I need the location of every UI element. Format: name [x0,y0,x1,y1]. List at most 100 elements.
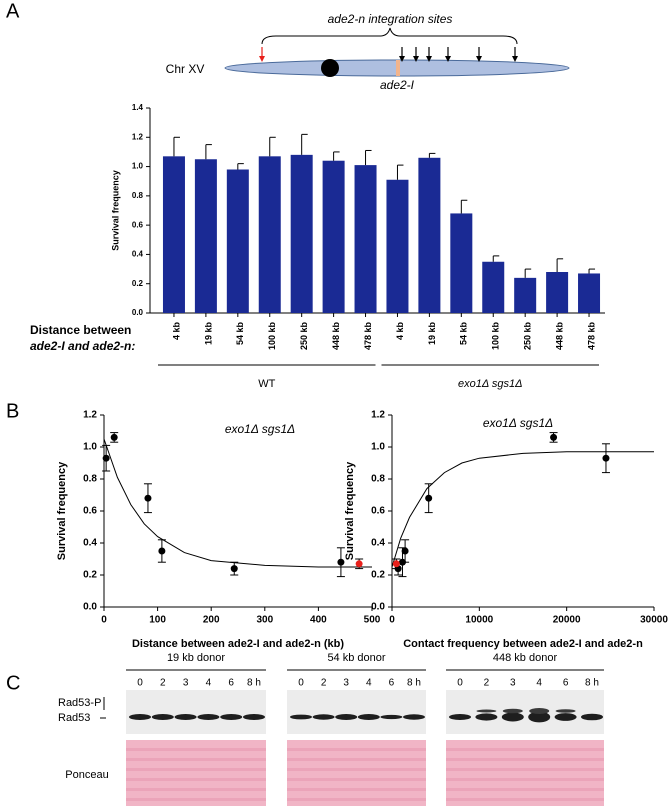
band [312,714,335,720]
point [230,565,238,573]
time-label: 2 [484,678,490,689]
band [357,714,380,720]
bar [386,179,409,313]
point [158,547,166,555]
time-label: 8 h [585,678,599,689]
diagram-title: ade2-n integration sites [328,12,453,26]
y-tick-label: 0.6 [132,220,144,229]
bar [482,261,505,313]
y-tick-label: 0.4 [83,538,97,549]
band [403,714,425,720]
x-tick-label: 100 [149,615,166,626]
x-tick-label: 250 kb [523,322,533,351]
arrow-head [259,56,265,62]
point [144,494,152,502]
blot-label: 54 kb donor [327,652,385,664]
band [528,711,551,723]
y-tick-label: 0.4 [371,538,385,549]
y-tick-label: 0.8 [371,474,385,485]
band-label: Rad53-P [58,697,101,709]
x-tick-label: 100 kb [267,322,277,351]
ponceau-stripe [287,758,426,761]
band [475,713,498,721]
x-tick-label: 478 kb [363,322,373,351]
y-tick-label: 0.0 [83,602,97,613]
y-tick-label: 1.2 [132,132,144,141]
x-tick-label: 30000 [640,615,668,626]
chromosome-label: Chr XV [166,62,205,76]
ponceau-stripe [446,748,604,751]
y-tick-label: 0.2 [371,570,385,581]
fit-line [391,451,654,568]
band [129,714,151,720]
locus-label: ade2-I [380,78,415,92]
blot [446,690,604,734]
point [602,454,610,462]
arrow-head [413,56,419,62]
y-tick-label: 1.0 [132,162,144,171]
time-label: 4 [366,678,372,689]
ponceau-stripe [287,798,426,801]
bar [322,160,345,313]
x-tick-label: 19 kb [427,321,437,345]
band-shift [529,708,550,714]
ponceau-stripe [446,758,604,761]
time-label: 2 [160,678,166,689]
ponceau-stripe [126,778,266,781]
y-tick-label: 0.8 [132,191,144,200]
ponceau-stripe [126,748,266,751]
y-tick-label: 0.4 [132,250,144,259]
band [554,713,577,721]
band [335,714,358,720]
row-label: ade2-I and ade2-n: [30,339,135,353]
x-tick-label: 20000 [553,615,581,626]
y-tick-label: 0.2 [132,279,144,288]
time-label: 8 h [407,678,421,689]
arrow-head [476,56,482,62]
band-shift [502,708,523,714]
time-label: 4 [206,678,212,689]
time-label: 6 [228,678,234,689]
ponceau-stripe [446,798,604,801]
y-tick-label: 1.0 [371,442,385,453]
x-tick-label: 0 [101,615,107,626]
arrow-head [512,56,518,62]
point [337,558,345,566]
ponceau-stripe [287,778,426,781]
band [449,714,471,720]
band [151,714,174,720]
x-tick-label: 448 kb [331,322,341,351]
locus-mark [396,60,400,76]
y-tick-label: 0.0 [371,602,385,613]
bar [258,156,281,313]
band [197,714,220,720]
band [380,714,403,720]
x-tick-label: 10000 [465,615,493,626]
y-tick-label: 1.4 [132,103,144,112]
point [425,494,433,502]
stain-label: Ponceau [65,769,108,781]
bar [546,272,569,313]
x-tick-label: 448 kb [554,322,564,351]
x-tick-label: 478 kb [586,322,596,351]
panel-letter: A [6,0,20,22]
x-tick-label: 54 kb [235,321,245,345]
time-label: 3 [183,678,189,689]
time-label: 3 [343,678,349,689]
y-tick-label: 1.0 [83,442,97,453]
chart-title: exo1Δ sgs1Δ [483,416,553,430]
point [110,433,118,441]
ponceau-stripe [126,768,266,771]
row-label: Distance between [30,323,131,337]
point [102,454,110,462]
band [290,714,312,720]
bar [226,169,249,313]
time-label: 2 [321,678,327,689]
ponceau-stripe [287,748,426,751]
ponceau-stripe [287,788,426,791]
x-tick-label: 200 [203,615,220,626]
x-tick-label: 4 kb [171,322,181,341]
x-tick-label: 250 kb [299,322,309,351]
